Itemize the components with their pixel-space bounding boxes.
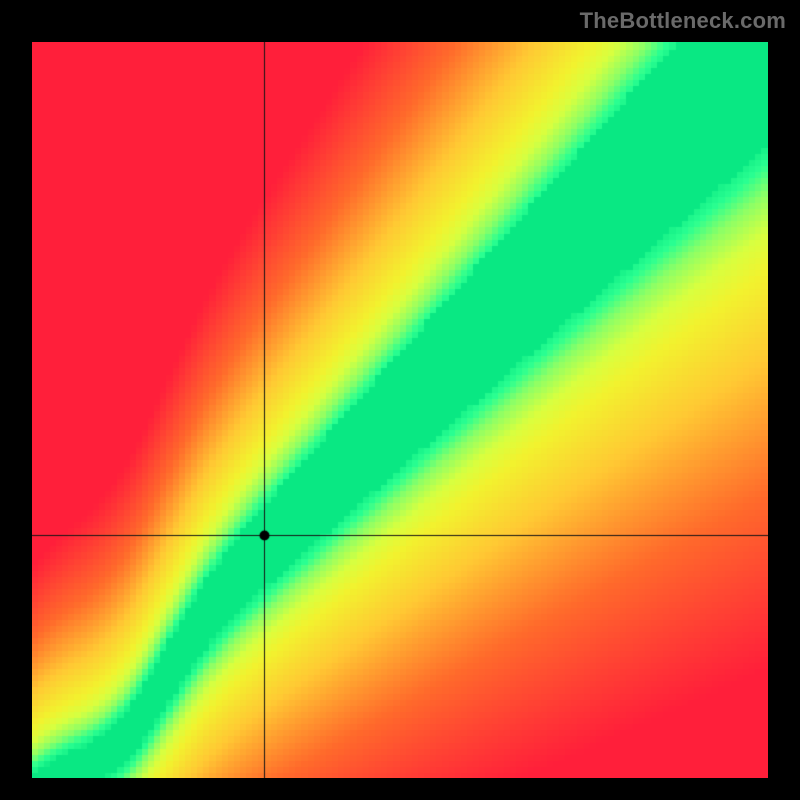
watermark-text: TheBottleneck.com	[580, 8, 786, 34]
bottleneck-heatmap	[32, 42, 768, 778]
